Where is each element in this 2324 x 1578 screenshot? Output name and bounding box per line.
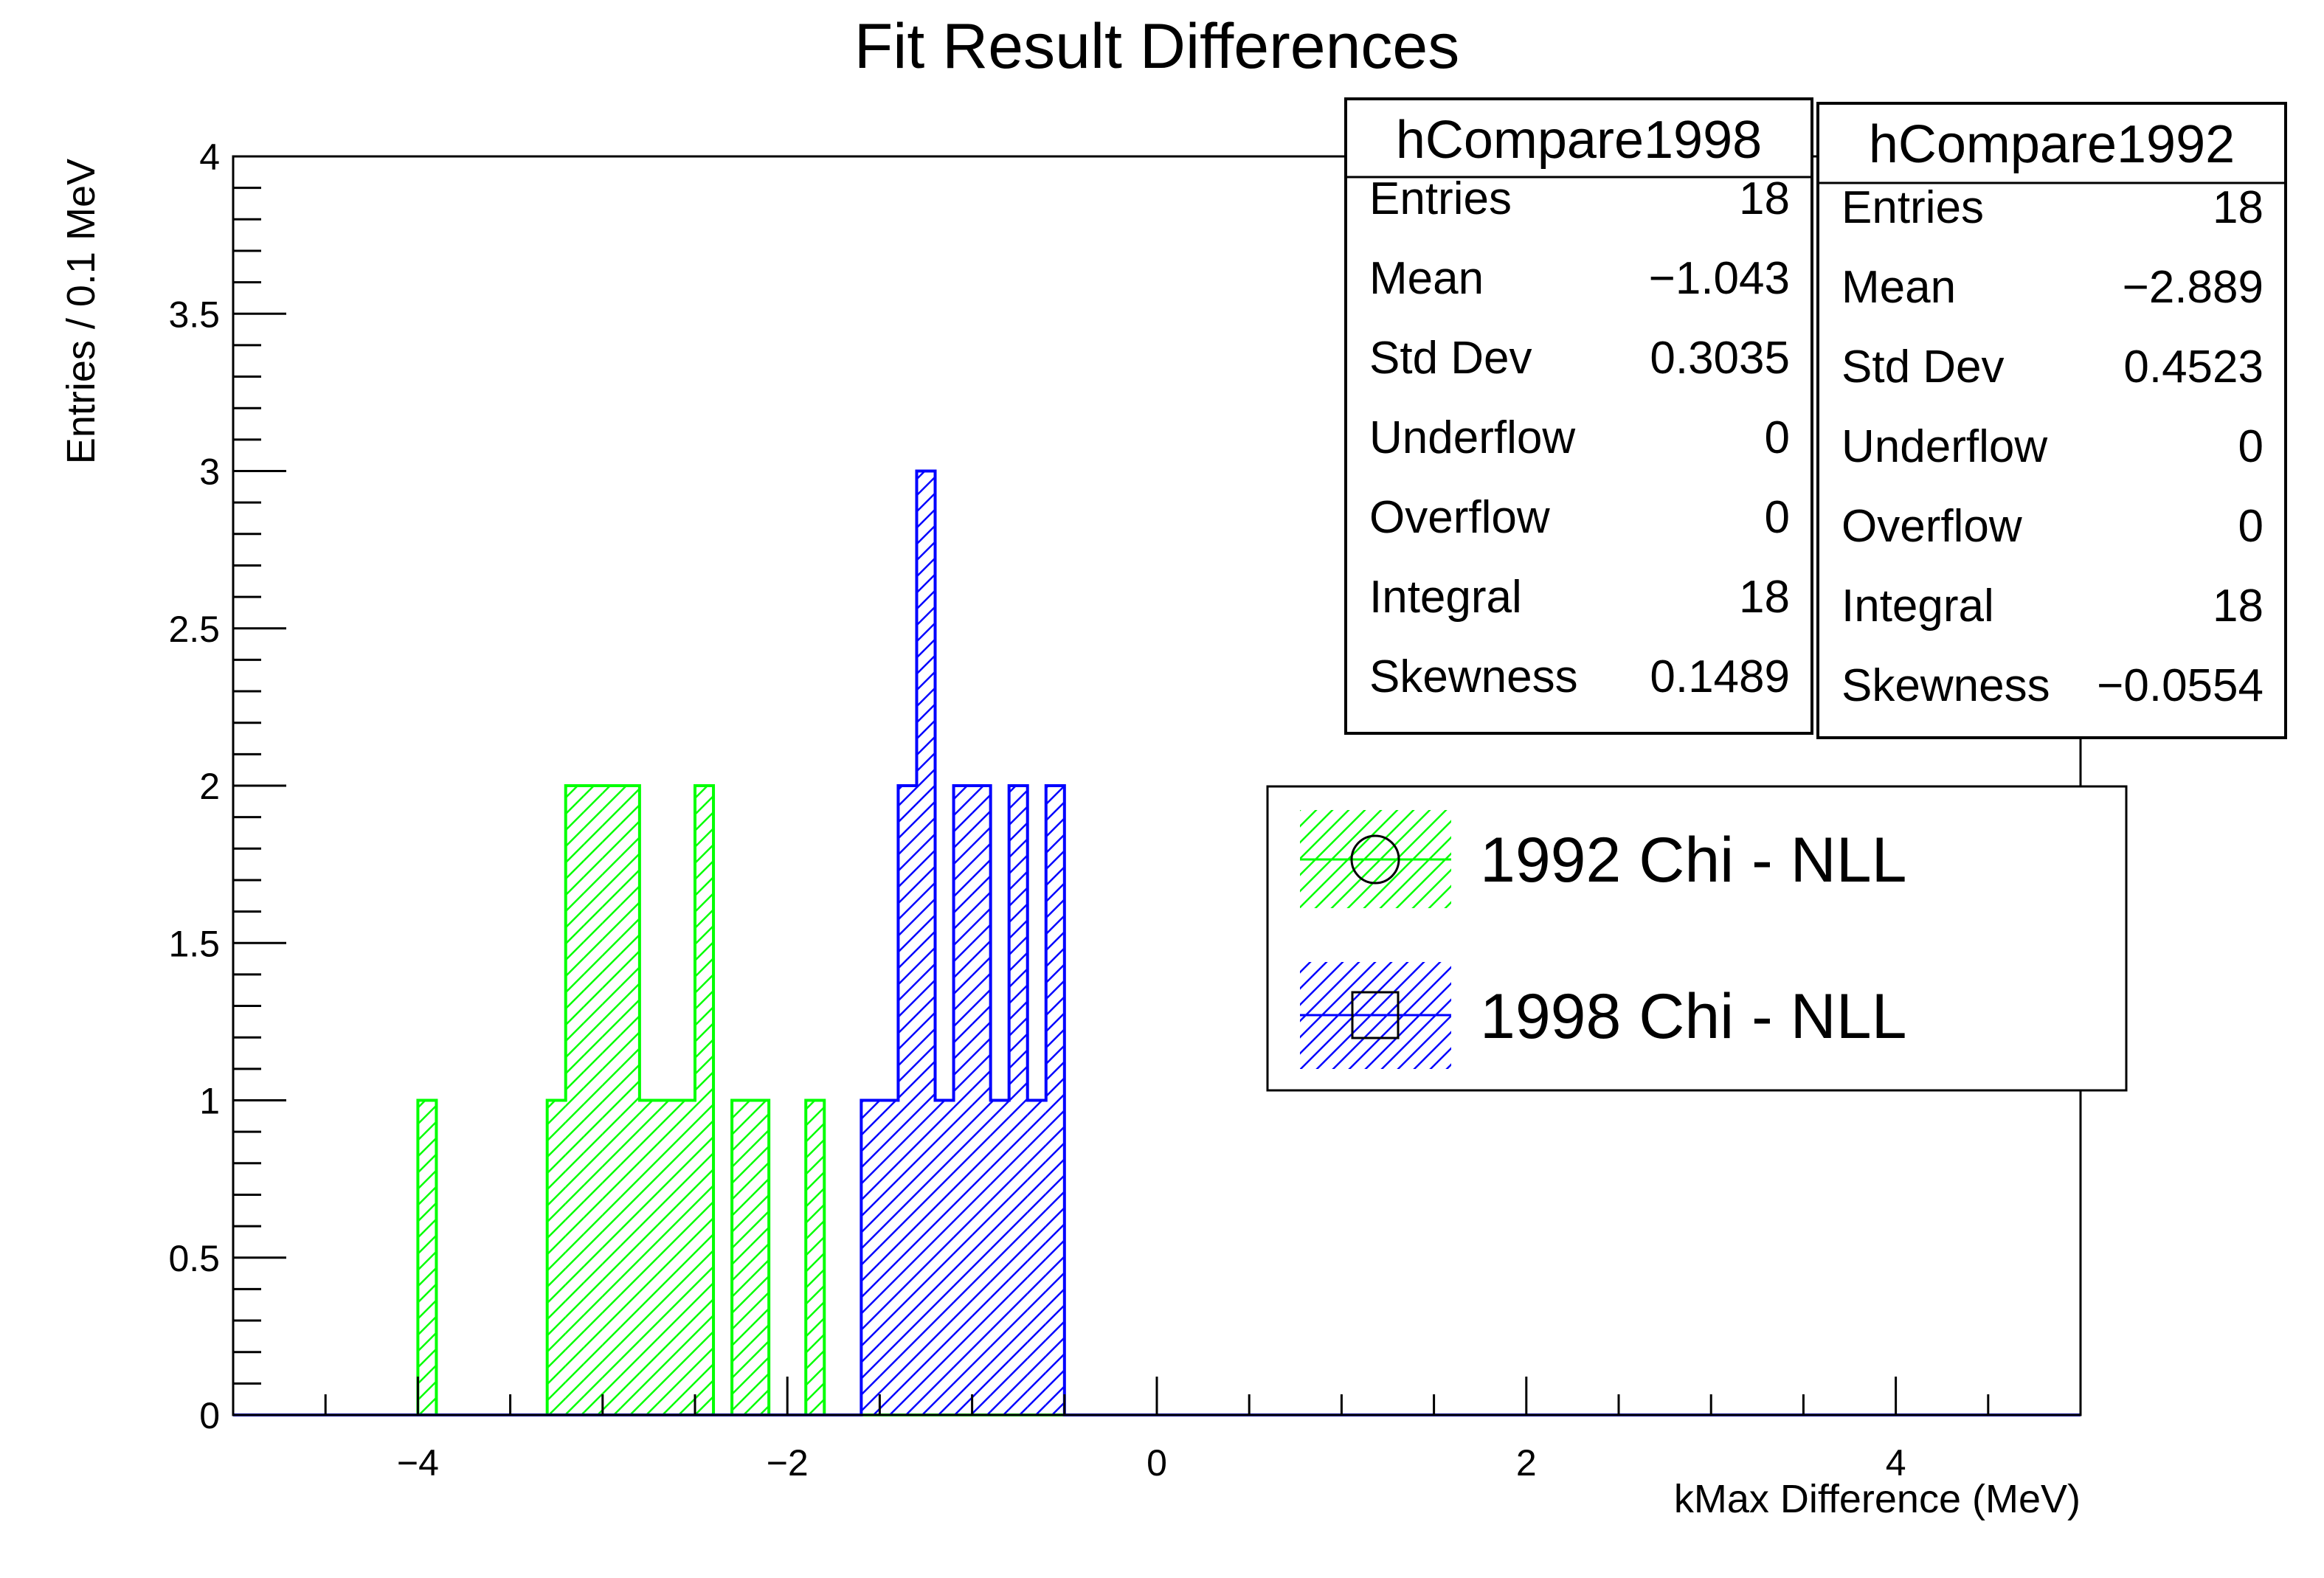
legend-entry-1992: 1992 Chi - NLL (1300, 810, 1906, 908)
bar-0-6 (639, 1100, 658, 1415)
legend-entry-1998: 1998 Chi - NLL (1300, 962, 1906, 1069)
bar-0-10 (732, 1100, 751, 1415)
stats-box-title: hCompare1992 (1869, 115, 2235, 174)
stats-row-value: 18 (2213, 581, 2264, 631)
stats-row-label: Overflow (1369, 492, 1550, 543)
x-tick-label: −4 (397, 1442, 439, 1484)
bar-1-7 (990, 1100, 1009, 1415)
stats-row-value: 18 (2213, 182, 2264, 233)
legend: 1992 Chi - NLL 1998 Chi - NLL (1266, 785, 2128, 1092)
bar-0-2 (565, 786, 584, 1415)
square-marker-icon (1351, 991, 1400, 1039)
x-tick-label: 4 (1886, 1442, 1906, 1484)
bar-1-8 (1009, 786, 1028, 1415)
stats-row-value: 18 (1739, 173, 1790, 224)
bar-0-8 (676, 1100, 695, 1415)
stats-row-label: Integral (1841, 581, 1994, 631)
circle-marker-icon (1350, 834, 1400, 885)
stats-row-label: Entries (1841, 182, 1984, 233)
y-tick-label: 0 (199, 1395, 220, 1436)
stats-row-label: Underflow (1369, 412, 1575, 463)
stats-row-value: 18 (1739, 572, 1790, 623)
bar-0-4 (602, 786, 621, 1415)
bar-0-12 (806, 1100, 825, 1415)
stats-row-value: 0.3035 (1650, 333, 1790, 384)
stats-row-value: −0.0554 (2097, 660, 2264, 711)
bar-1-5 (953, 786, 972, 1415)
bar-1-3 (916, 471, 936, 1415)
stats-box-title: hCompare1998 (1396, 111, 1762, 170)
stats-row-label: Underflow (1841, 421, 2047, 472)
bar-0-5 (620, 786, 640, 1415)
chart-title: Fit Result Differences (854, 11, 1460, 82)
bar-1-9 (1027, 1100, 1046, 1415)
y-tick-label: 1.5 (168, 923, 220, 964)
bar-1-4 (935, 1100, 954, 1415)
stats-row-label: Mean (1841, 262, 1956, 313)
x-tick-label: −2 (767, 1442, 809, 1484)
stats-row-label: Skewness (1841, 660, 2050, 711)
y-axis-label: Entries / 0.1 MeV (59, 159, 103, 464)
stats-box-frame (1816, 102, 2287, 739)
bar-0-9 (695, 786, 714, 1415)
y-tick-label: 2 (199, 766, 220, 807)
bar-1-1 (879, 1100, 899, 1415)
y-tick-label: 3 (199, 451, 220, 493)
bar-0-1 (547, 1100, 566, 1415)
x-tick-label: 0 (1147, 1442, 1167, 1484)
stats-row-value: −2.889 (2123, 262, 2264, 313)
stats-row-value: 0 (1765, 412, 1790, 463)
stats-row-label: Std Dev (1369, 333, 1532, 384)
x-tick-label: 2 (1516, 1442, 1537, 1484)
stats-row-label: Entries (1369, 173, 1512, 224)
bar-0-7 (657, 1100, 677, 1415)
x-axis-label: kMax Difference (MeV) (1674, 1477, 2081, 1521)
stats-row-label: Integral (1369, 572, 1522, 623)
stats-box-1: hCompare1992 Entries 18 Mean −2.889 Std Dev 0.… (1816, 102, 2287, 739)
stats-row-value: 0 (2238, 421, 2264, 472)
series-1 (233, 469, 2081, 1416)
bar-0-0 (418, 1100, 437, 1415)
stats-row-label: Skewness (1369, 651, 1578, 702)
stats-row-label: Std Dev (1841, 342, 2005, 392)
bar-1-2 (898, 786, 917, 1415)
legend-label-1998: 1998 Chi - NLL (1480, 981, 1906, 1052)
y-tick-label: 3.5 (168, 294, 220, 335)
y-tick-label: 4 (199, 136, 220, 178)
stats-row-value: 0 (1765, 492, 1790, 543)
outline-1 (233, 469, 2081, 1416)
y-tick-label: 0.5 (168, 1238, 220, 1279)
bar-1-6 (972, 786, 991, 1415)
series-layer (233, 469, 2081, 1416)
stats-row-label: Mean (1369, 253, 1484, 304)
y-tick-label: 2.5 (168, 609, 220, 650)
bar-1-0 (861, 1100, 880, 1415)
legend-label-1992: 1992 Chi - NLL (1480, 825, 1906, 896)
bar-1-10 (1045, 786, 1065, 1415)
stats-row-value: 0.4523 (2123, 342, 2264, 392)
bar-0-3 (584, 786, 603, 1415)
stats-row-value: −1.043 (1649, 253, 1790, 304)
stats-row-value: 0 (2238, 501, 2264, 552)
stats-row-value: 0.1489 (1650, 651, 1790, 702)
series-0 (233, 784, 2081, 1416)
outline-0 (233, 784, 2081, 1416)
stats-box-frame (1344, 97, 1813, 735)
bar-0-11 (750, 1100, 770, 1415)
y-tick-label: 1 (199, 1081, 220, 1122)
stats-row-label: Overflow (1841, 501, 2022, 552)
